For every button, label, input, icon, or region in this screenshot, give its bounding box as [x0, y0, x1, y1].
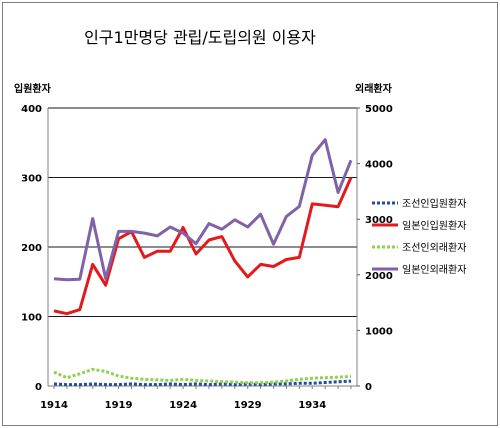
y-left-tick-label: 200	[21, 243, 42, 254]
series-lines	[53, 138, 353, 387]
y-right-tick-label: 2000	[365, 271, 393, 282]
x-tick-label: 1919	[105, 400, 133, 411]
y-left-tick-label: 100	[21, 313, 42, 324]
legend-label: 조선인입원환자	[402, 197, 466, 210]
x-tick-label: 1924	[169, 400, 197, 411]
x-tick-label: 1914	[40, 400, 68, 411]
y-left-tick-label: 300	[21, 174, 42, 185]
y-right-tick-label: 1000	[365, 326, 393, 337]
series-line	[53, 176, 353, 316]
y-right-tick-label: 5000	[365, 104, 393, 115]
y-right-tick-label: 3000	[365, 215, 393, 226]
legend-label: 일본인외래환자	[402, 264, 466, 276]
chart-title: 인구1만명당 관립/도립의원 이용자	[84, 28, 316, 47]
y-right-tick-label: 4000	[365, 160, 393, 171]
y-left-axis-title: 입원환자	[14, 82, 52, 95]
y-left-tick-label: 0	[35, 382, 42, 393]
legend-label: 일본인입원환자	[402, 219, 466, 232]
series-line	[53, 138, 353, 282]
y-left-tick-label: 400	[21, 104, 42, 115]
series-line	[53, 367, 352, 385]
axes	[47, 107, 360, 389]
legend-label: 조선인외래환자	[402, 242, 466, 254]
y-right-axis-title: 외래환자	[355, 82, 393, 95]
series-line	[53, 379, 352, 387]
x-tick-label: 1934	[298, 400, 326, 411]
x-tick-label: 1929	[234, 400, 262, 411]
y-right-tick-label: 0	[365, 382, 372, 393]
